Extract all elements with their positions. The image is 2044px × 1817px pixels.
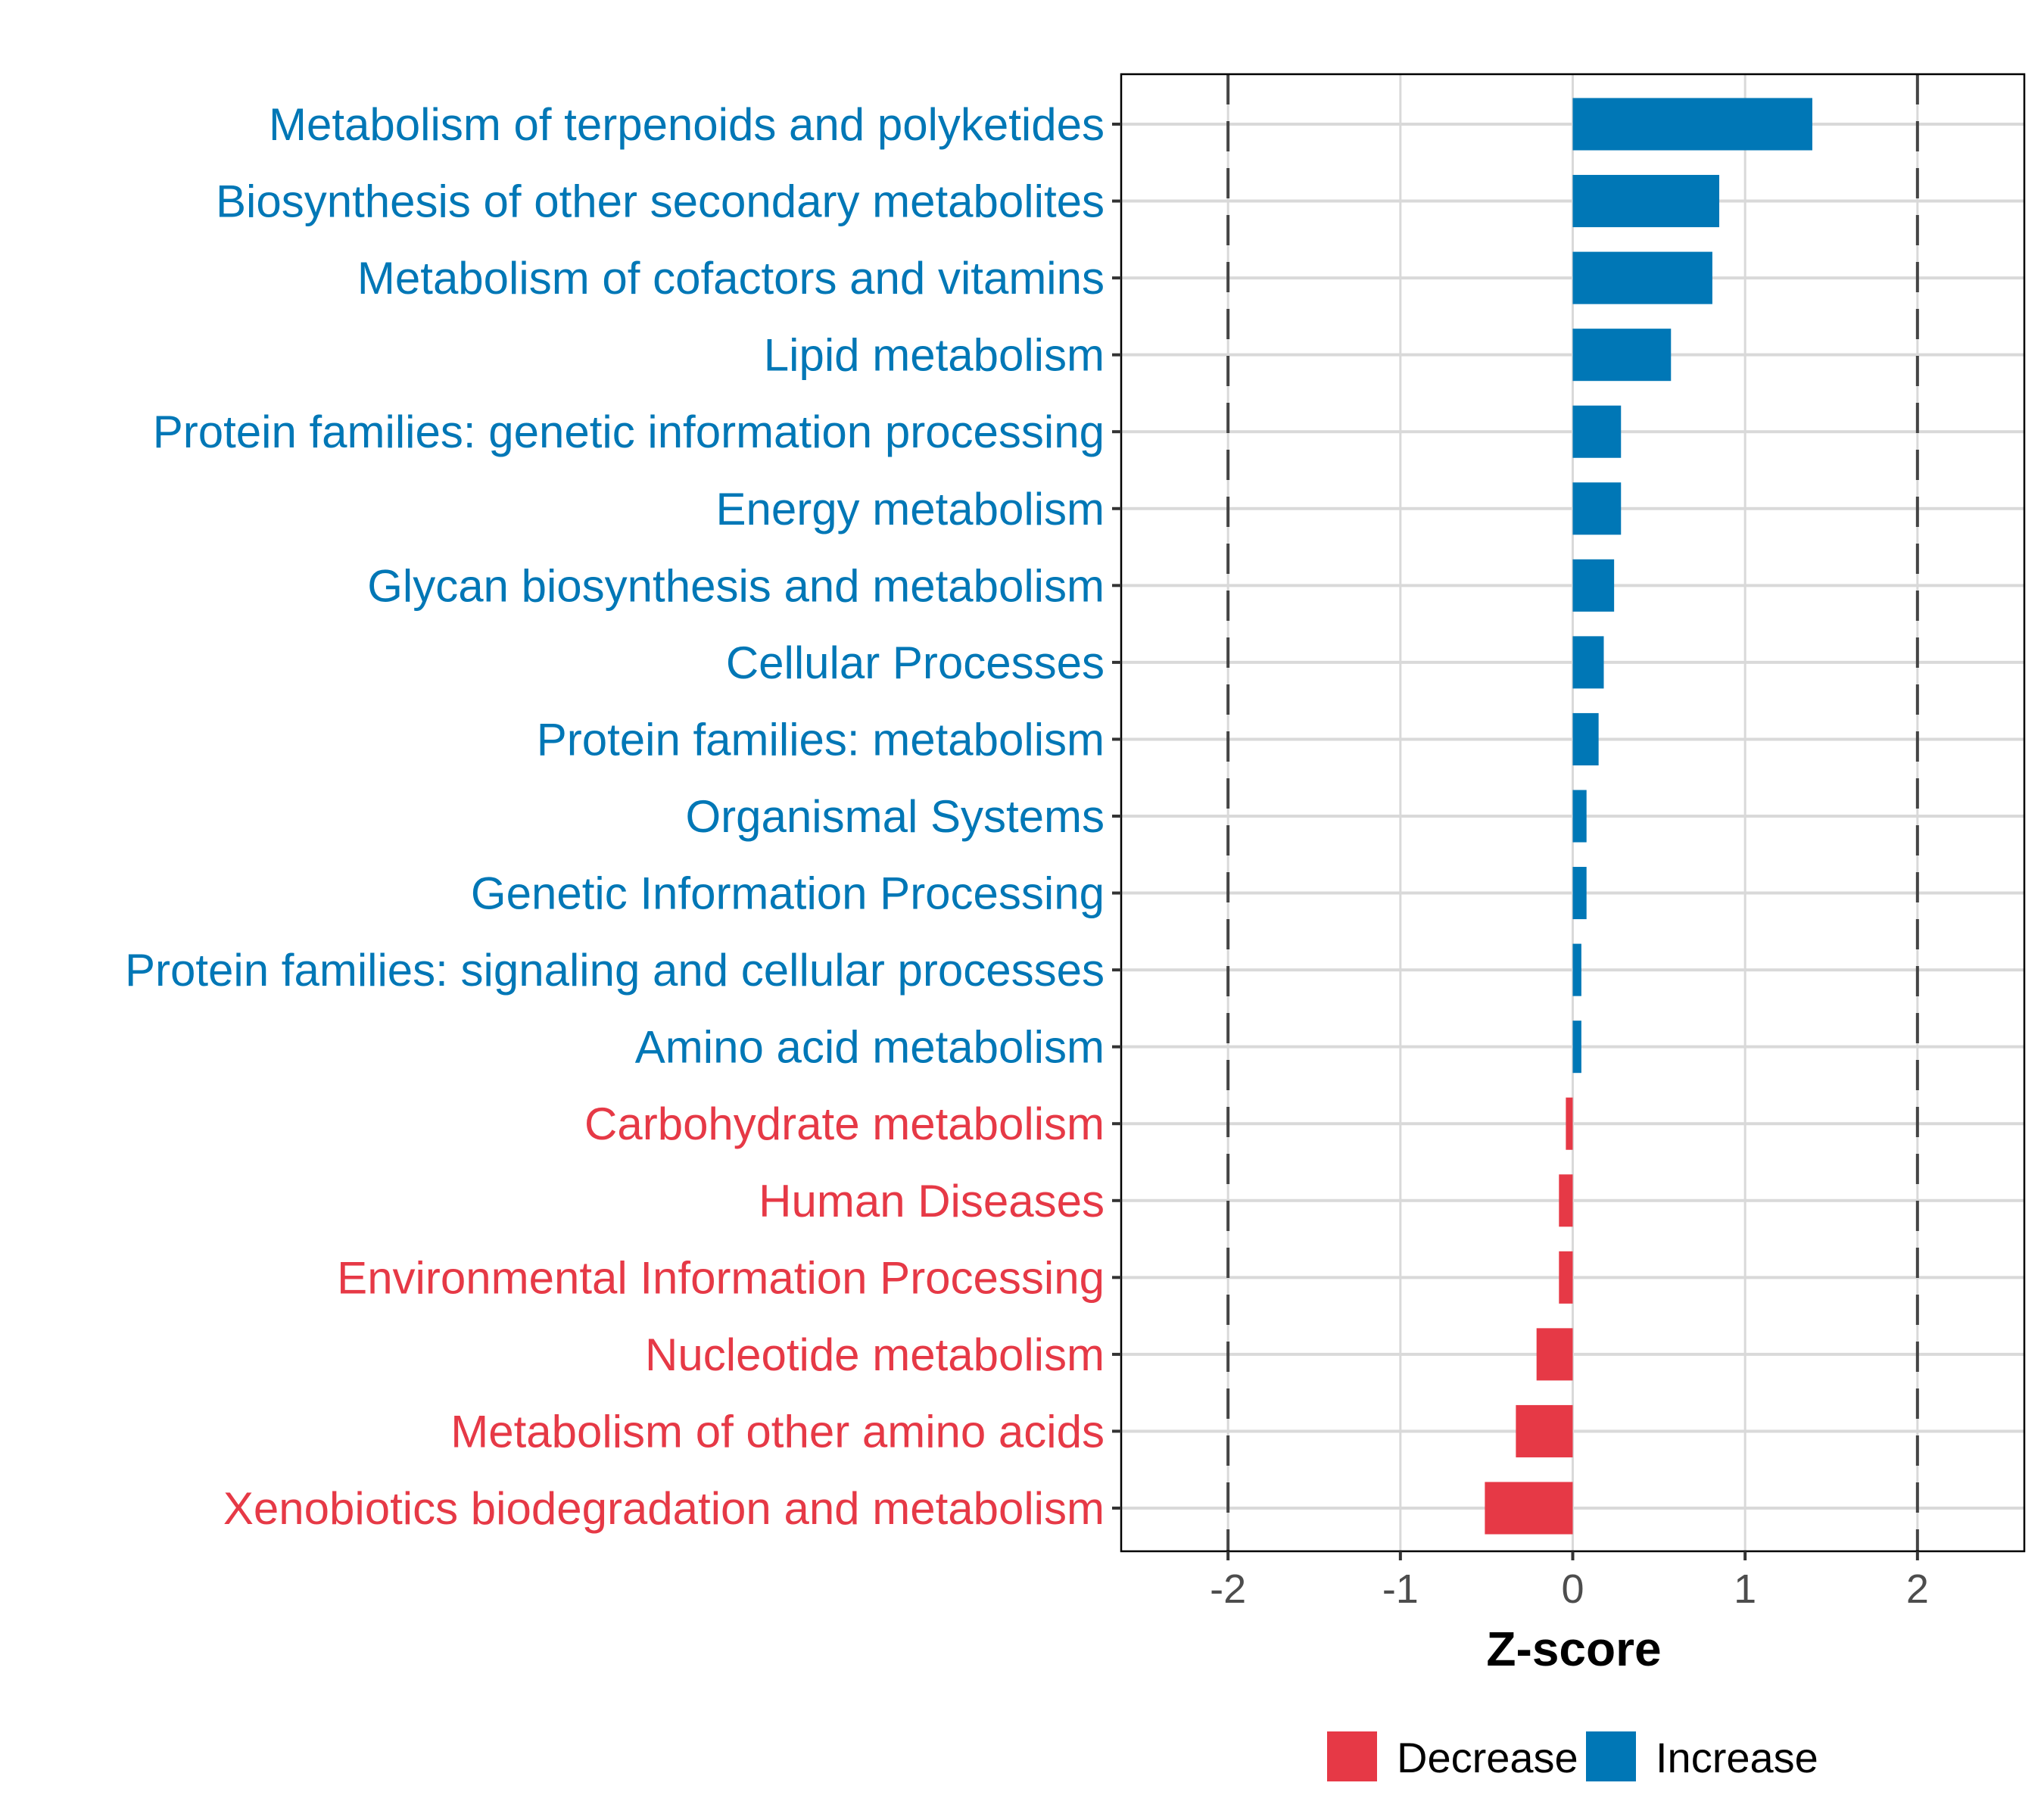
legend-label-decrease: Decrease [1397,1734,1578,1781]
y-tick-label: Human Diseases [759,1176,1105,1226]
legend: Decrease Increase [1327,1731,1818,1781]
bar [1572,636,1604,689]
x-tick-label: 0 [1561,1566,1584,1612]
y-tick-label: Cellular Processes [726,637,1105,688]
bar [1559,1174,1573,1227]
y-tick-label: Environmental Information Processing [337,1252,1105,1303]
y-tick-label: Amino acid metabolism [635,1022,1105,1073]
y-tick-label: Glycan biosynthesis and metabolism [367,560,1105,611]
bar [1572,712,1599,765]
y-tick-label: Carbohydrate metabolism [584,1099,1105,1149]
bar [1516,1404,1573,1457]
bar [1572,1021,1581,1074]
x-axis-ticks [1226,1551,1919,1560]
y-tick-label: Metabolism of terpenoids and polyketides [269,99,1105,150]
bar [1572,943,1581,996]
bar [1572,98,1812,151]
legend-swatch-increase [1586,1731,1636,1781]
y-tick-label: Metabolism of other amino acids [450,1406,1105,1457]
y-axis-labels: Metabolism of terpenoids and polyketides… [125,99,1105,1534]
bar [1572,867,1587,920]
x-tick-label: 2 [1906,1566,1929,1612]
x-axis-labels: -2 -1 0 1 2 [1210,1566,1929,1612]
legend-label-increase: Increase [1656,1734,1818,1781]
y-tick-label: Lipid metabolism [764,330,1105,381]
bar [1572,329,1672,382]
y-tick-label: Protein families: genetic information pr… [153,407,1105,457]
bar [1572,790,1587,843]
y-tick-label: Xenobiotics biodegradation and metabolis… [223,1483,1105,1534]
bar [1566,1097,1573,1150]
bar [1572,405,1622,458]
bar [1485,1482,1573,1535]
x-axis-title: Z-score [1486,1622,1661,1676]
x-tick-label: -2 [1210,1566,1246,1612]
y-tick-label: Organismal Systems [686,791,1105,842]
bar [1536,1328,1573,1381]
bar [1572,175,1720,228]
x-tick-label: 1 [1734,1566,1756,1612]
bar [1572,251,1712,304]
bar [1572,559,1615,612]
bars [1485,98,1812,1535]
bar [1572,482,1622,535]
reference-lines [1226,74,1919,1551]
y-tick-label: Nucleotide metabolism [645,1329,1105,1380]
x-tick-label: -1 [1382,1566,1419,1612]
bar [1559,1251,1573,1304]
y-tick-label: Protein families: signaling and cellular… [125,945,1105,996]
y-tick-label: Energy metabolism [715,484,1105,535]
y-tick-label: Genetic Information Processing [471,868,1105,919]
y-tick-label: Biosynthesis of other secondary metaboli… [216,176,1105,227]
y-tick-label: Protein families: metabolism [537,714,1105,765]
y-axis-ticks [1112,123,1121,1510]
legend-swatch-decrease [1327,1731,1377,1781]
y-tick-label: Metabolism of cofactors and vitamins [357,253,1105,304]
